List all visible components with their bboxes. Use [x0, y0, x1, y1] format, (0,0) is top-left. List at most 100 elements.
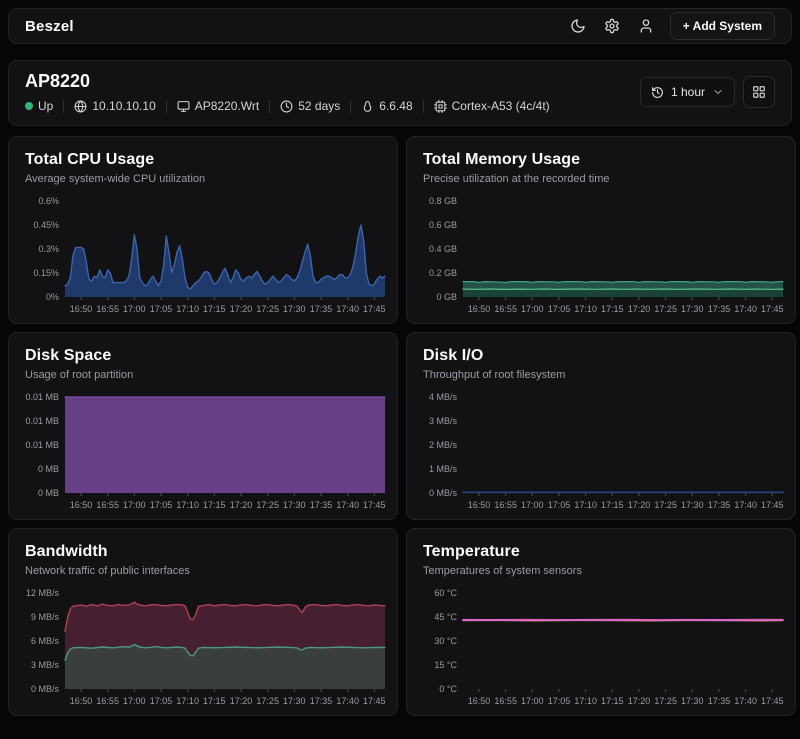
svg-text:0 GB: 0 GB: [436, 292, 457, 302]
svg-text:2 MB/s: 2 MB/s: [429, 440, 458, 450]
svg-text:0.01 MB: 0.01 MB: [25, 392, 59, 402]
svg-text:60 °C: 60 °C: [434, 588, 457, 598]
svg-text:17:00: 17:00: [521, 500, 544, 510]
svg-text:17:10: 17:10: [574, 500, 597, 510]
svg-text:16:55: 16:55: [96, 304, 119, 314]
svg-text:17:25: 17:25: [654, 304, 677, 314]
ip-label: 10.10.10.10: [92, 99, 155, 113]
svg-text:16:50: 16:50: [70, 696, 93, 706]
svg-text:0.01 MB: 0.01 MB: [25, 416, 59, 426]
svg-text:0.01 MB: 0.01 MB: [25, 440, 59, 450]
svg-text:3 MB/s: 3 MB/s: [31, 660, 60, 670]
svg-text:17:05: 17:05: [548, 696, 571, 706]
svg-text:17:45: 17:45: [363, 304, 386, 314]
svg-text:3 MB/s: 3 MB/s: [429, 416, 458, 426]
user-menu-button[interactable]: [636, 16, 656, 36]
svg-text:17:15: 17:15: [601, 696, 624, 706]
svg-text:0.6 GB: 0.6 GB: [429, 220, 457, 230]
svg-text:17:40: 17:40: [734, 696, 757, 706]
svg-text:30 °C: 30 °C: [434, 636, 457, 646]
svg-text:17:10: 17:10: [574, 696, 597, 706]
app-logo[interactable]: Beszel: [25, 18, 74, 35]
svg-text:16:50: 16:50: [70, 500, 93, 510]
svg-text:17:00: 17:00: [521, 696, 544, 706]
system-hostname: AP8220.Wrt: [177, 99, 259, 113]
uptime-label: 52 days: [298, 99, 340, 113]
svg-text:17:25: 17:25: [654, 500, 677, 510]
system-uptime: 52 days: [280, 99, 340, 113]
chart-title-cpu: Total CPU Usage: [25, 151, 387, 169]
svg-text:17:40: 17:40: [734, 304, 757, 314]
svg-text:17:20: 17:20: [230, 696, 253, 706]
svg-text:16:50: 16:50: [468, 304, 491, 314]
cpu-chip-icon: [434, 100, 447, 113]
theme-toggle-button[interactable]: [568, 16, 588, 36]
system-name: AP8220: [25, 71, 550, 92]
system-kernel: 6.6.48: [361, 99, 412, 113]
svg-text:16:50: 16:50: [70, 304, 93, 314]
svg-text:0.4 GB: 0.4 GB: [429, 244, 457, 254]
memory-usage-chart[interactable]: 0 GB0.2 GB0.4 GB0.6 GB0.8 GB16:5016:5517…: [423, 195, 785, 317]
svg-text:16:55: 16:55: [494, 304, 517, 314]
svg-text:17:10: 17:10: [574, 304, 597, 314]
globe-icon: [74, 100, 87, 113]
svg-text:17:35: 17:35: [708, 304, 731, 314]
system-info-bar: AP8220 Up 10.10.10.10: [8, 60, 792, 126]
hostname-label: AP8220.Wrt: [195, 99, 259, 113]
svg-text:17:20: 17:20: [628, 696, 651, 706]
svg-text:0.2 GB: 0.2 GB: [429, 268, 457, 278]
chart-subtitle-cpu: Average system-wide CPU utilization: [25, 173, 387, 185]
svg-text:17:00: 17:00: [521, 304, 544, 314]
settings-button[interactable]: [602, 16, 622, 36]
svg-text:17:35: 17:35: [708, 696, 731, 706]
chart-card-disk-io: Disk I/O Throughput of root filesystem 0…: [406, 332, 796, 520]
svg-text:17:40: 17:40: [336, 304, 359, 314]
chart-title-temperature: Temperature: [423, 543, 785, 561]
svg-text:17:30: 17:30: [283, 304, 306, 314]
svg-text:17:20: 17:20: [628, 500, 651, 510]
disk-io-chart[interactable]: 0 MB/s1 MB/s2 MB/s3 MB/s4 MB/s16:5016:55…: [423, 391, 785, 513]
svg-text:6 MB/s: 6 MB/s: [31, 636, 60, 646]
user-icon: [638, 18, 654, 34]
svg-text:17:30: 17:30: [283, 500, 306, 510]
layout-grid-button[interactable]: [743, 76, 775, 108]
bandwidth-chart[interactable]: 0 MB/s3 MB/s6 MB/s9 MB/s12 MB/s16:5016:5…: [25, 587, 387, 709]
svg-text:17:25: 17:25: [256, 304, 279, 314]
svg-text:16:55: 16:55: [494, 500, 517, 510]
add-system-label: + Add System: [683, 19, 762, 33]
temperature-chart[interactable]: 0 °C15 °C30 °C45 °C60 °C16:5016:5517:001…: [423, 587, 785, 709]
chart-subtitle-disk-io: Throughput of root filesystem: [423, 369, 785, 381]
status-label: Up: [38, 99, 53, 113]
kernel-label: 6.6.48: [379, 99, 412, 113]
svg-text:17:20: 17:20: [230, 304, 253, 314]
svg-text:17:30: 17:30: [681, 500, 704, 510]
history-icon: [651, 86, 664, 99]
svg-text:17:10: 17:10: [176, 500, 199, 510]
disk-space-chart[interactable]: 0 MB0 MB0.01 MB0.01 MB0.01 MB16:5016:551…: [25, 391, 387, 513]
svg-text:17:35: 17:35: [310, 696, 333, 706]
svg-text:17:40: 17:40: [336, 500, 359, 510]
status-dot: [25, 102, 33, 110]
add-system-button[interactable]: + Add System: [670, 12, 775, 40]
svg-text:17:45: 17:45: [761, 696, 784, 706]
svg-text:17:05: 17:05: [548, 304, 571, 314]
svg-text:17:20: 17:20: [230, 500, 253, 510]
cpu-usage-chart[interactable]: 0%0.15%0.3%0.45%0.6%16:5016:5517:0017:05…: [25, 195, 387, 317]
svg-text:17:40: 17:40: [734, 500, 757, 510]
svg-text:0%: 0%: [46, 292, 59, 302]
svg-text:1 MB/s: 1 MB/s: [429, 464, 458, 474]
svg-text:4 MB/s: 4 MB/s: [429, 392, 458, 402]
penguin-icon: [361, 100, 374, 113]
chart-card-cpu: Total CPU Usage Average system-wide CPU …: [8, 136, 398, 324]
svg-text:17:05: 17:05: [150, 304, 173, 314]
svg-text:16:50: 16:50: [468, 696, 491, 706]
svg-text:17:15: 17:15: [203, 304, 226, 314]
svg-text:16:55: 16:55: [96, 500, 119, 510]
system-ip: 10.10.10.10: [74, 99, 155, 113]
charts-grid: Total CPU Usage Average system-wide CPU …: [8, 136, 792, 716]
time-range-select[interactable]: 1 hour: [640, 77, 735, 107]
svg-text:17:15: 17:15: [601, 304, 624, 314]
chart-subtitle-temperature: Temperatures of system sensors: [423, 565, 785, 577]
svg-text:17:45: 17:45: [761, 500, 784, 510]
page: Beszel + Add System: [0, 0, 800, 724]
